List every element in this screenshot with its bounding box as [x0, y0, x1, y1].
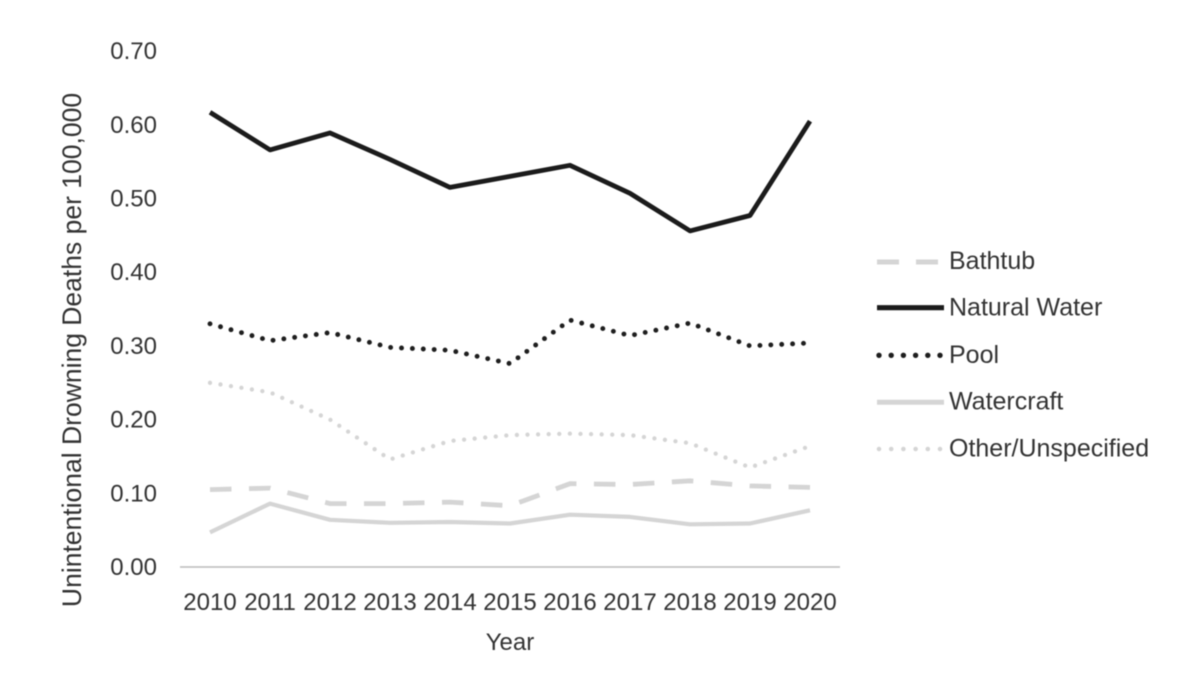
svg-text:Watercraft: Watercraft — [949, 388, 1063, 416]
svg-text:2014: 2014 — [423, 589, 476, 616]
svg-text:Year: Year — [486, 629, 535, 656]
svg-text:2015: 2015 — [483, 589, 536, 616]
svg-text:0.40: 0.40 — [110, 259, 157, 286]
svg-text:0.50: 0.50 — [110, 186, 157, 213]
svg-text:2020: 2020 — [783, 589, 836, 616]
svg-text:2016: 2016 — [543, 589, 596, 616]
svg-text:2010: 2010 — [183, 589, 236, 616]
svg-text:2011: 2011 — [244, 589, 296, 616]
svg-text:2012: 2012 — [303, 589, 356, 616]
svg-text:0.60: 0.60 — [110, 112, 157, 139]
svg-text:Natural Water: Natural Water — [949, 294, 1102, 322]
svg-text:0.10: 0.10 — [110, 480, 157, 507]
svg-text:Unintentional Drowning Deaths: Unintentional Drowning Deaths per 100,00… — [57, 93, 87, 607]
svg-text:Other/Unspecified: Other/Unspecified — [949, 435, 1149, 463]
svg-text:0.20: 0.20 — [110, 407, 157, 434]
svg-text:2019: 2019 — [723, 589, 776, 616]
svg-text:2018: 2018 — [663, 589, 716, 616]
svg-text:0.30: 0.30 — [110, 333, 157, 360]
svg-text:Pool: Pool — [949, 341, 999, 369]
svg-text:2017: 2017 — [603, 589, 656, 616]
svg-text:2013: 2013 — [363, 589, 416, 616]
svg-text:0.00: 0.00 — [110, 554, 157, 581]
svg-text:Bathtub: Bathtub — [949, 247, 1035, 275]
svg-text:0.70: 0.70 — [110, 38, 157, 65]
